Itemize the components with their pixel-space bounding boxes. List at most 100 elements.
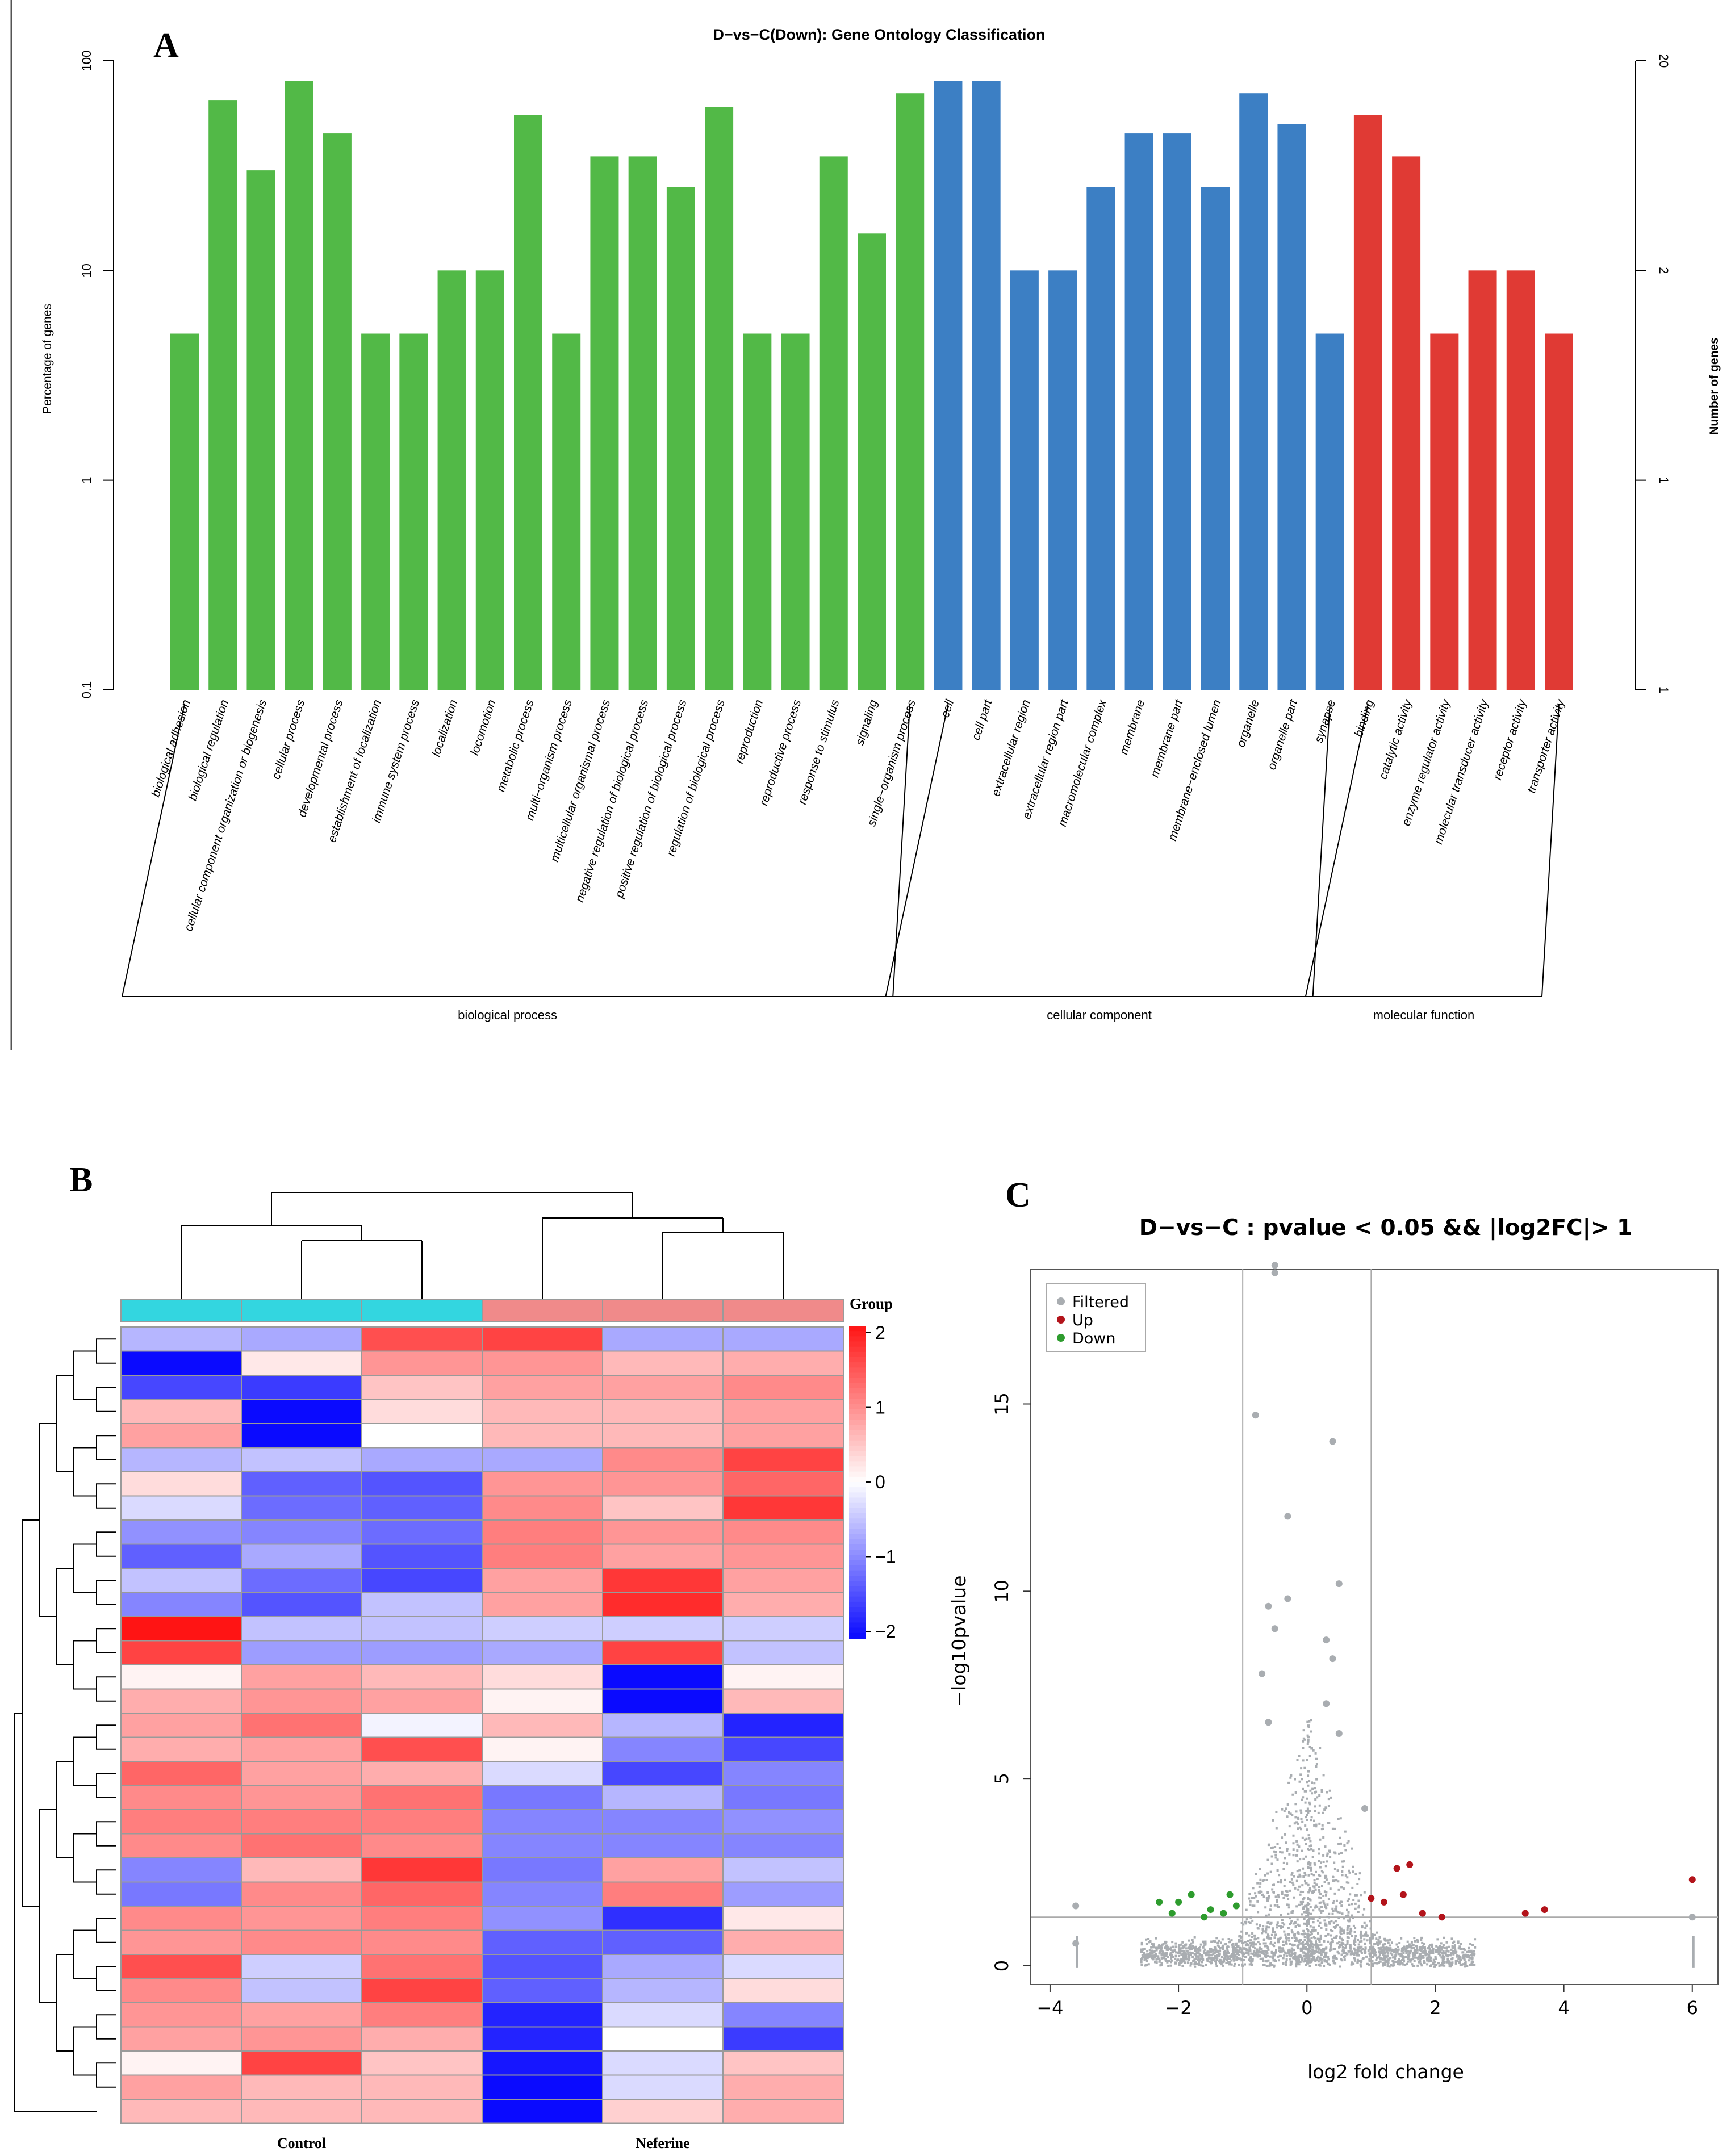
go-bar xyxy=(437,270,466,690)
colorbar-step xyxy=(849,1326,866,1332)
heatmap-cell xyxy=(120,2050,242,2076)
volcano-x-tick-label: 4 xyxy=(1558,1997,1569,2019)
heatmap-colorbar: 2 1 0 −1 −2 xyxy=(849,1322,896,1642)
heatmap-cell xyxy=(482,1543,603,1569)
heatmap-cell xyxy=(482,1399,603,1424)
heatmap-cell xyxy=(120,1592,242,1617)
heatmap-cell xyxy=(241,1761,362,1786)
heatmap-cell xyxy=(120,1519,242,1545)
go-category-label: cell part xyxy=(969,697,995,742)
heatmap-cell xyxy=(722,2099,844,2124)
heatmap-cell xyxy=(361,2099,483,2124)
go-bar xyxy=(1124,133,1153,690)
dendrogram-branch xyxy=(96,1821,116,1847)
heatmap-cell xyxy=(482,2050,603,2076)
heatmap-group-cell xyxy=(241,1299,362,1322)
colorbar-step xyxy=(849,1482,866,1488)
dendrogram-branch xyxy=(96,2014,116,2040)
heatmap-cell xyxy=(241,2026,362,2052)
colorbar-step xyxy=(849,1550,866,1556)
go-bar xyxy=(628,156,657,690)
colorbar-step xyxy=(849,1497,866,1504)
heatmap-cell xyxy=(602,1881,724,1907)
heatmap-cell xyxy=(120,2074,242,2100)
dendrogram-branch xyxy=(96,1435,116,1460)
dendrogram-branch xyxy=(39,1809,57,2003)
go-bar xyxy=(1010,270,1039,690)
panel-a-letter: A xyxy=(153,26,179,65)
heatmap-cell xyxy=(241,1568,362,1593)
volcano-point-down xyxy=(1232,1902,1240,1910)
go-category-label: locomotion xyxy=(468,698,498,757)
heatmap-cell xyxy=(482,1495,603,1521)
volcano-point-up xyxy=(1438,1914,1445,1921)
heatmap-cell xyxy=(602,1713,724,1738)
colorbar-step xyxy=(849,1362,866,1368)
go-category-label: membrane part xyxy=(1148,697,1186,779)
heatmap-cell xyxy=(602,1978,724,2003)
heatmap-cell xyxy=(361,1833,483,1858)
colorbar-step xyxy=(849,1346,866,1353)
heatmap-cell xyxy=(602,1809,724,1835)
go-category-label: membrane xyxy=(1117,698,1147,756)
colorbar-step xyxy=(849,1560,866,1566)
heatmap-group-cell xyxy=(482,1299,603,1322)
heatmap-cell xyxy=(482,1350,603,1376)
heatmap-cell xyxy=(482,1978,603,2003)
heatmap-cell xyxy=(361,1375,483,1400)
heatmap-cell xyxy=(482,2099,603,2124)
volcano-legend-label: Down xyxy=(1072,1330,1116,1347)
heatmap-cell xyxy=(722,1616,844,1642)
heatmap-cell xyxy=(120,1423,242,1449)
colorbar-step xyxy=(849,1617,866,1623)
colorbar-step xyxy=(849,1456,866,1462)
colorbar-step xyxy=(849,1409,866,1415)
heatmap-cell xyxy=(602,1471,724,1497)
colorbar-step xyxy=(849,1404,866,1410)
heatmap-cell xyxy=(602,1350,724,1376)
volcano-legend-label: Up xyxy=(1072,1312,1093,1329)
go-chart-axes: 0.1 1 10 100 1 1 2 20 xyxy=(80,51,1671,699)
heatmap-cell xyxy=(361,2002,483,2028)
heatmap-cell xyxy=(241,1350,362,1376)
heatmap-cell xyxy=(722,1688,844,1714)
colorbar-step xyxy=(849,1586,866,1592)
heatmap-cell xyxy=(722,1954,844,1979)
go-left-tick-label: 10 xyxy=(80,263,94,277)
volcano-point-filtered_highlight xyxy=(1265,1602,1272,1610)
heatmap-cell xyxy=(722,1713,844,1738)
colorbar-step xyxy=(849,1336,866,1342)
colorbar-step xyxy=(849,1383,866,1389)
colorbar-step xyxy=(849,1523,866,1530)
go-category-label: synapse xyxy=(1312,698,1338,744)
colorbar-step xyxy=(849,1622,866,1628)
heatmap-cell xyxy=(602,1929,724,1955)
go-category-label: negative regulation of biological proces… xyxy=(573,698,651,904)
go-category-label: organelle part xyxy=(1265,697,1301,771)
colorbar-step xyxy=(849,1466,866,1472)
colorbar-tick-label: 1 xyxy=(875,1397,885,1418)
heatmap-cell xyxy=(482,1688,603,1714)
heatmap-cell xyxy=(602,1954,724,1979)
heatmap-cell xyxy=(482,1664,603,1690)
heatmap-cell xyxy=(361,1761,483,1786)
colorbar-step xyxy=(849,1487,866,1493)
colorbar-step xyxy=(849,1351,866,1358)
heatmap-cell xyxy=(120,1616,242,1642)
heatmap-cell xyxy=(482,1736,603,1762)
colorbar-step xyxy=(849,1529,866,1535)
go-category-label: binding xyxy=(1352,698,1377,739)
colorbar-tick-label: 2 xyxy=(875,1322,885,1343)
colorbar-step xyxy=(849,1513,866,1519)
go-bar xyxy=(1201,187,1230,690)
colorbar-step xyxy=(849,1601,866,1607)
heatmap-cell xyxy=(361,1326,483,1352)
heatmap-cell xyxy=(482,1640,603,1665)
colorbar-step xyxy=(849,1399,866,1405)
colorbar-step xyxy=(849,1570,866,1576)
heatmap-cell xyxy=(241,1978,362,2003)
volcano-legend-marker xyxy=(1057,1334,1065,1342)
heatmap-cell xyxy=(120,1954,242,1979)
volcano-y-tick-label: 10 xyxy=(991,1580,1013,1603)
heatmap-cell xyxy=(361,1713,483,1738)
